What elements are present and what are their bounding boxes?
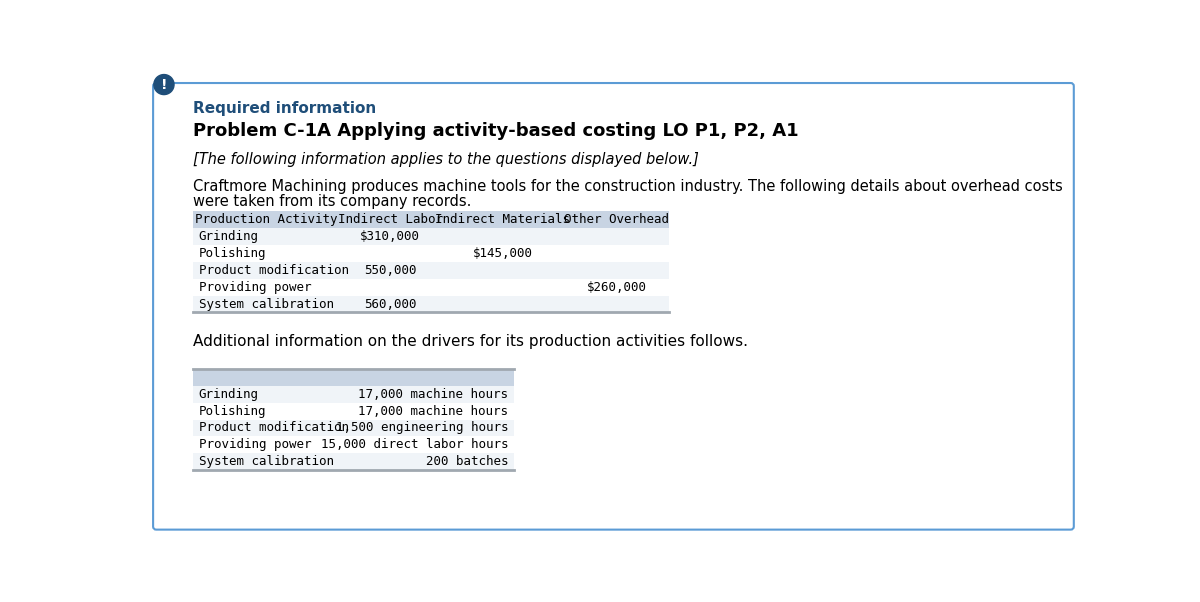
- Text: $145,000: $145,000: [473, 247, 533, 259]
- FancyBboxPatch shape: [193, 245, 670, 262]
- Text: System calibration: System calibration: [199, 455, 334, 468]
- Circle shape: [154, 75, 174, 95]
- FancyBboxPatch shape: [193, 436, 515, 453]
- Text: Production Activity: Production Activity: [194, 213, 337, 226]
- Text: Product modification: Product modification: [199, 421, 349, 435]
- Text: !: !: [161, 78, 167, 92]
- Text: Grinding: Grinding: [199, 230, 259, 243]
- Text: Required information: Required information: [193, 102, 376, 117]
- FancyBboxPatch shape: [193, 279, 670, 296]
- FancyBboxPatch shape: [193, 420, 515, 436]
- Text: Problem C-1A Applying activity-based costing LO P1, P2, A1: Problem C-1A Applying activity-based cos…: [193, 122, 798, 140]
- Text: Polishing: Polishing: [199, 405, 266, 418]
- Text: Indirect Labor: Indirect Labor: [337, 213, 443, 226]
- FancyBboxPatch shape: [193, 262, 670, 279]
- Text: [The following information applies to the questions displayed below.]: [The following information applies to th…: [193, 152, 698, 167]
- Text: Polishing: Polishing: [199, 247, 266, 259]
- FancyBboxPatch shape: [154, 83, 1074, 530]
- Text: 550,000: 550,000: [364, 264, 416, 277]
- FancyBboxPatch shape: [193, 403, 515, 420]
- Text: 560,000: 560,000: [364, 297, 416, 311]
- FancyBboxPatch shape: [193, 386, 515, 403]
- FancyBboxPatch shape: [193, 368, 515, 386]
- Text: 1,500 engineering hours: 1,500 engineering hours: [336, 421, 508, 435]
- FancyBboxPatch shape: [193, 453, 515, 470]
- Text: Providing power: Providing power: [199, 281, 311, 294]
- Text: $310,000: $310,000: [360, 230, 420, 243]
- Text: were taken from its company records.: were taken from its company records.: [193, 194, 470, 209]
- Text: Other Overhead: Other Overhead: [564, 213, 670, 226]
- Text: System calibration: System calibration: [199, 297, 334, 311]
- Text: 17,000 machine hours: 17,000 machine hours: [358, 388, 508, 400]
- Text: Craftmore Machining produces machine tools for the construction industry. The fo: Craftmore Machining produces machine too…: [193, 179, 1062, 193]
- Text: 200 batches: 200 batches: [426, 455, 508, 468]
- Text: 17,000 machine hours: 17,000 machine hours: [358, 405, 508, 418]
- Text: Indirect Materials: Indirect Materials: [436, 213, 570, 226]
- Text: 15,000 direct labor hours: 15,000 direct labor hours: [320, 438, 508, 452]
- FancyBboxPatch shape: [193, 296, 670, 312]
- FancyBboxPatch shape: [193, 211, 670, 228]
- Text: $260,000: $260,000: [587, 281, 647, 294]
- Text: Grinding: Grinding: [199, 388, 259, 400]
- FancyBboxPatch shape: [193, 228, 670, 245]
- Text: Providing power: Providing power: [199, 438, 311, 452]
- Text: Additional information on the drivers for its production activities follows.: Additional information on the drivers fo…: [193, 334, 748, 349]
- Text: Product modification: Product modification: [199, 264, 349, 277]
